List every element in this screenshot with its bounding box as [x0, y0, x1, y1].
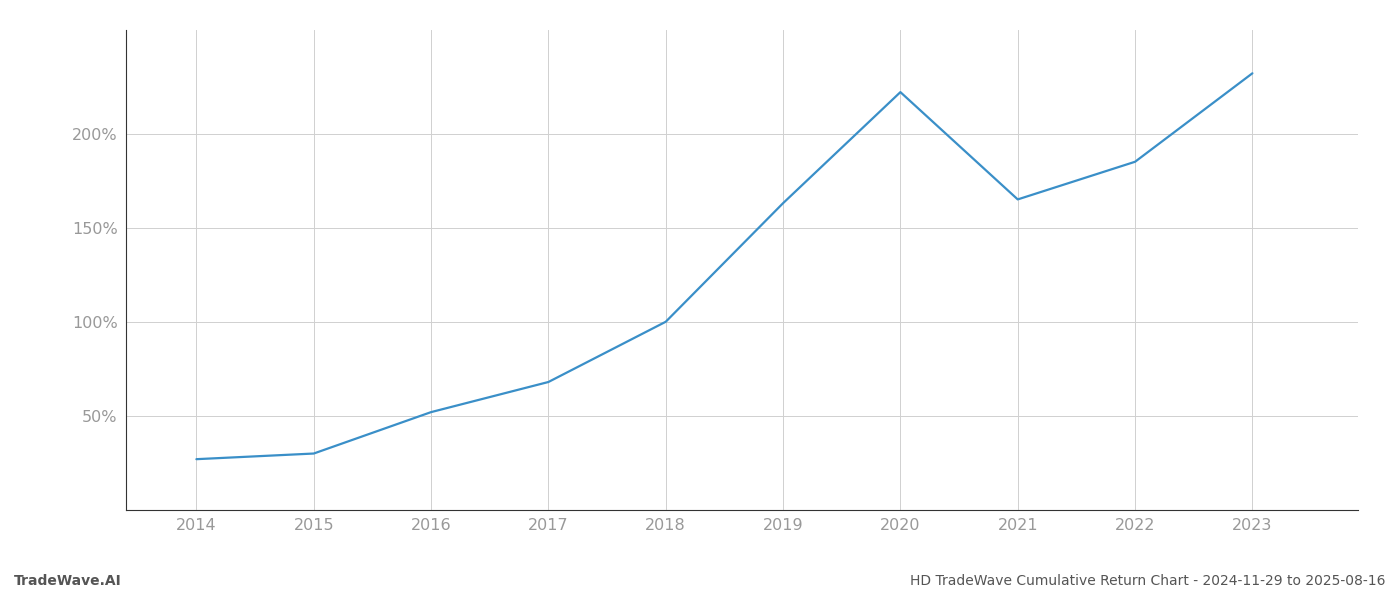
Text: TradeWave.AI: TradeWave.AI — [14, 574, 122, 588]
Text: HD TradeWave Cumulative Return Chart - 2024-11-29 to 2025-08-16: HD TradeWave Cumulative Return Chart - 2… — [910, 574, 1386, 588]
